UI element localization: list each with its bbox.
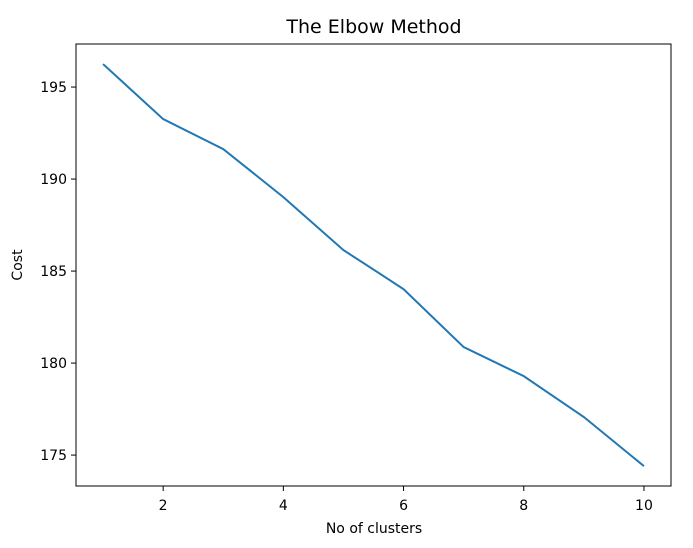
chart-title: The Elbow Method bbox=[285, 16, 461, 38]
x-tick-label: 10 bbox=[635, 498, 653, 514]
y-tick-label: 180 bbox=[40, 356, 67, 372]
x-tick-label: 8 bbox=[519, 498, 528, 514]
line bbox=[102, 63, 645, 467]
y-tick-label: 185 bbox=[40, 264, 67, 280]
x-tick-label: 6 bbox=[399, 498, 408, 514]
y-tick-label: 175 bbox=[40, 448, 67, 464]
plot-frame bbox=[75, 43, 672, 487]
y-tick-label: 190 bbox=[40, 172, 67, 188]
x-axis-label: No of clusters bbox=[326, 521, 422, 537]
y-tick-label: 195 bbox=[40, 80, 67, 96]
x-tick-label: 2 bbox=[159, 498, 168, 514]
y-axis-label: Cost bbox=[10, 249, 26, 281]
x-tick-label: 4 bbox=[279, 498, 288, 514]
